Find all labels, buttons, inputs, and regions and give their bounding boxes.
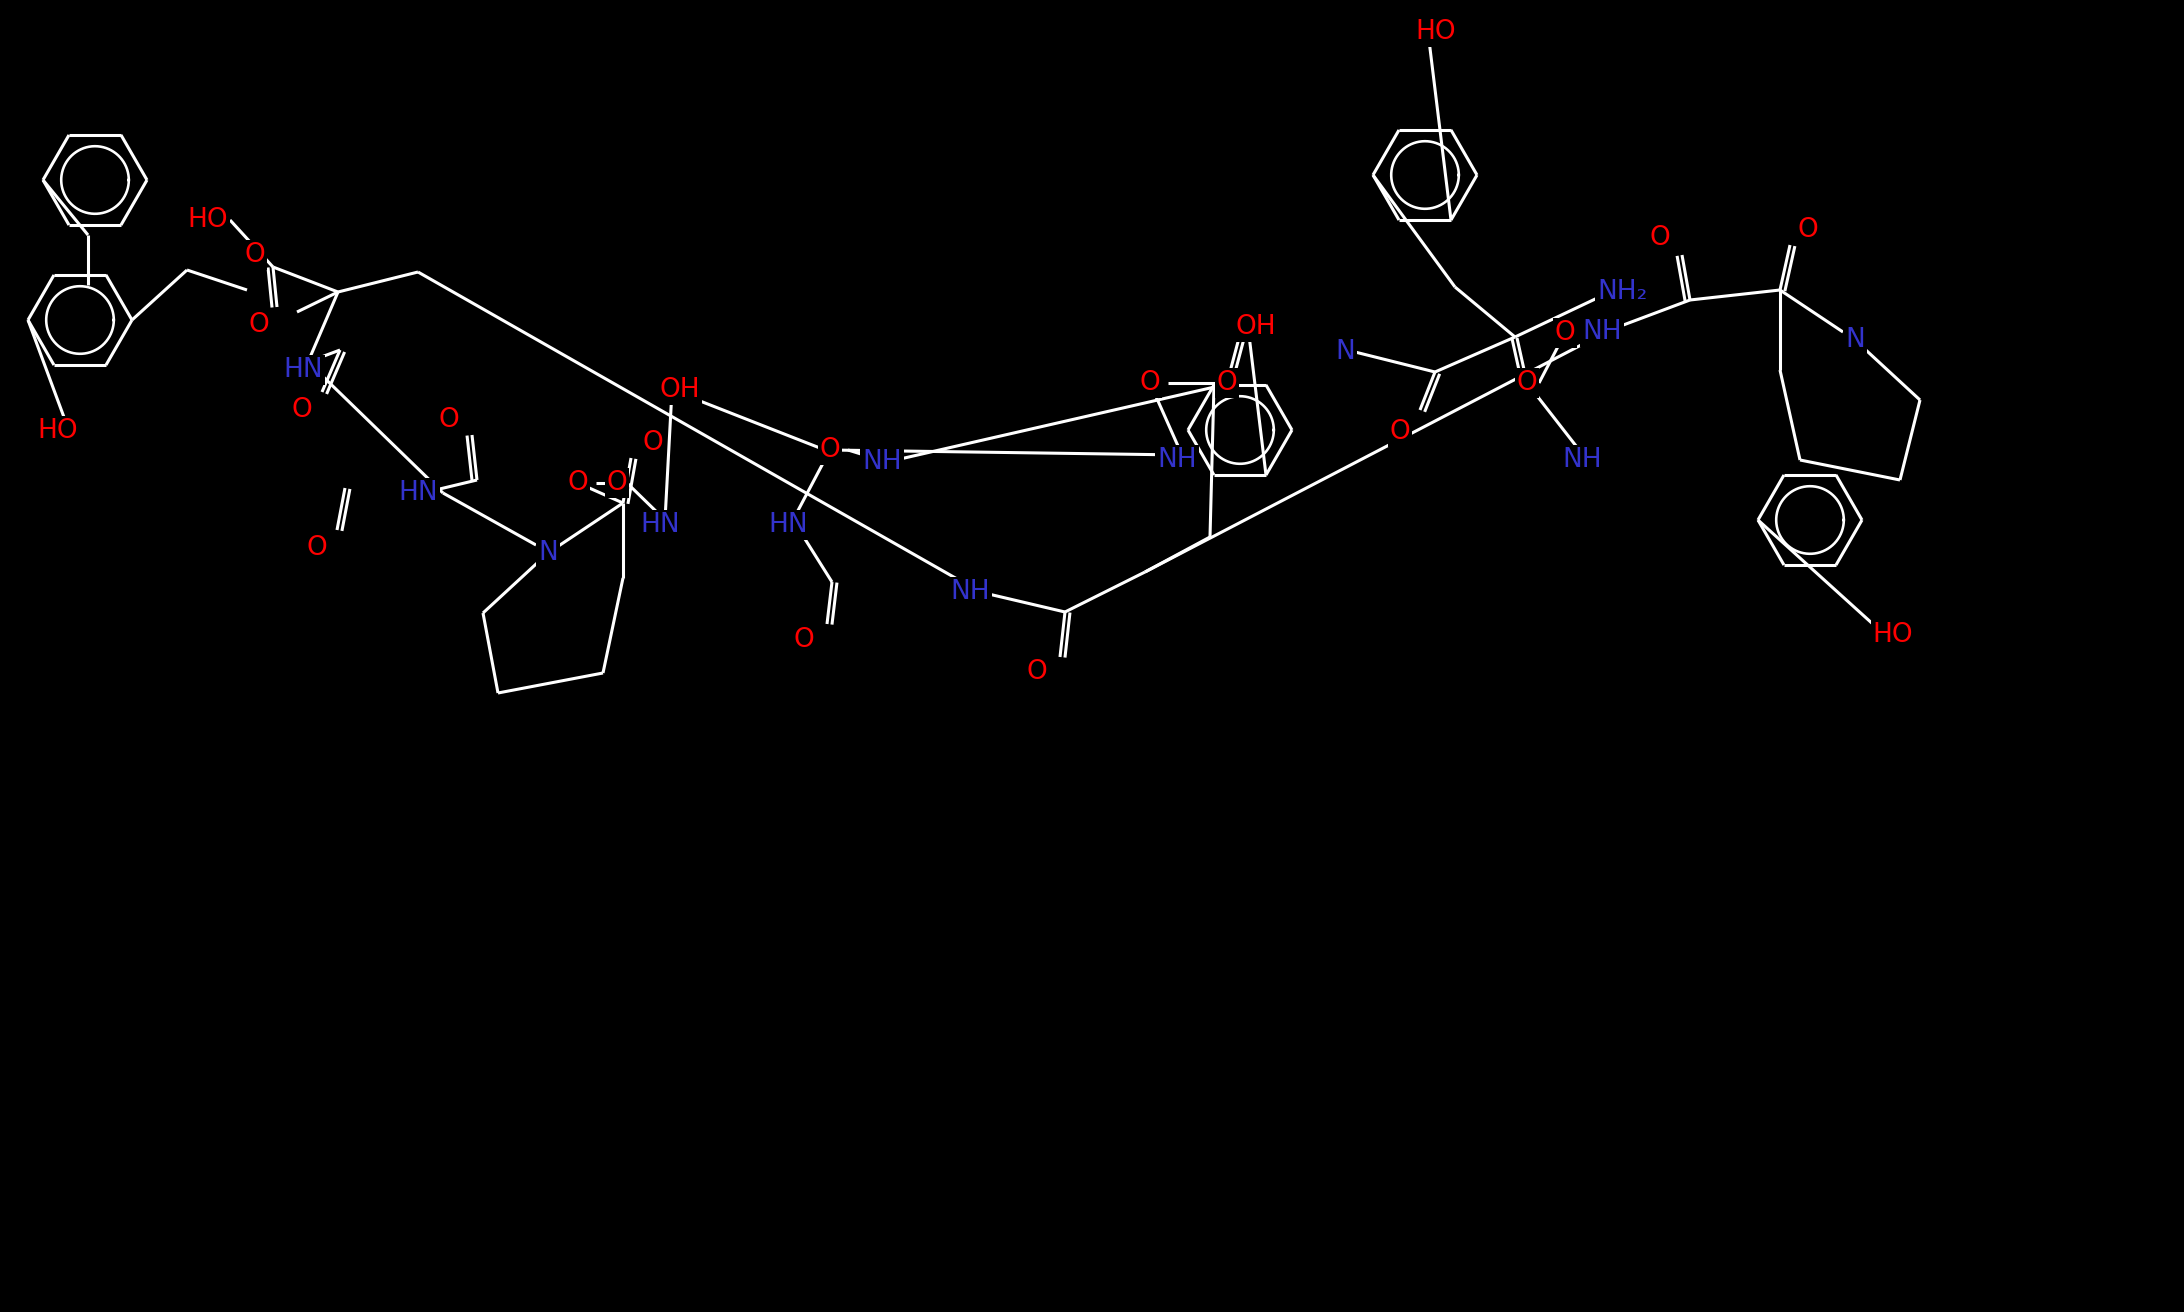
Text: O: O (819, 437, 841, 463)
Text: O: O (1140, 370, 1160, 396)
Text: NH: NH (1562, 447, 1601, 474)
Text: N: N (1845, 327, 1865, 353)
Text: HO: HO (1415, 18, 1457, 45)
Text: O: O (1026, 659, 1048, 685)
Text: O: O (439, 407, 459, 433)
Text: O: O (642, 430, 664, 457)
Text: OH: OH (660, 377, 701, 403)
Text: HO: HO (1872, 622, 1913, 648)
Text: NH: NH (1158, 447, 1197, 474)
Text: O: O (1797, 216, 1819, 243)
Text: HO: HO (188, 207, 229, 234)
Text: HN: HN (284, 357, 323, 383)
Text: O: O (568, 470, 587, 496)
Text: HN: HN (397, 480, 437, 506)
Text: N: N (537, 541, 557, 565)
Text: O: O (1389, 419, 1411, 445)
Text: HN: HN (640, 512, 679, 538)
Text: O: O (1555, 320, 1575, 346)
Text: O: O (249, 312, 269, 338)
Text: OH: OH (1236, 314, 1275, 340)
Text: O: O (793, 627, 815, 653)
Text: HO: HO (37, 419, 79, 443)
Text: O: O (306, 535, 328, 562)
Text: O: O (1516, 370, 1538, 396)
Text: HN: HN (769, 512, 808, 538)
Text: O: O (1216, 370, 1238, 396)
Text: NH₂: NH₂ (1597, 279, 1647, 304)
Text: O: O (293, 398, 312, 422)
Text: NH: NH (1581, 319, 1623, 345)
Text: O: O (245, 241, 266, 268)
Text: NH: NH (950, 579, 989, 605)
Text: O: O (1649, 224, 1671, 251)
Text: N: N (1334, 338, 1354, 365)
Text: O: O (607, 470, 627, 496)
Text: NH: NH (863, 449, 902, 475)
